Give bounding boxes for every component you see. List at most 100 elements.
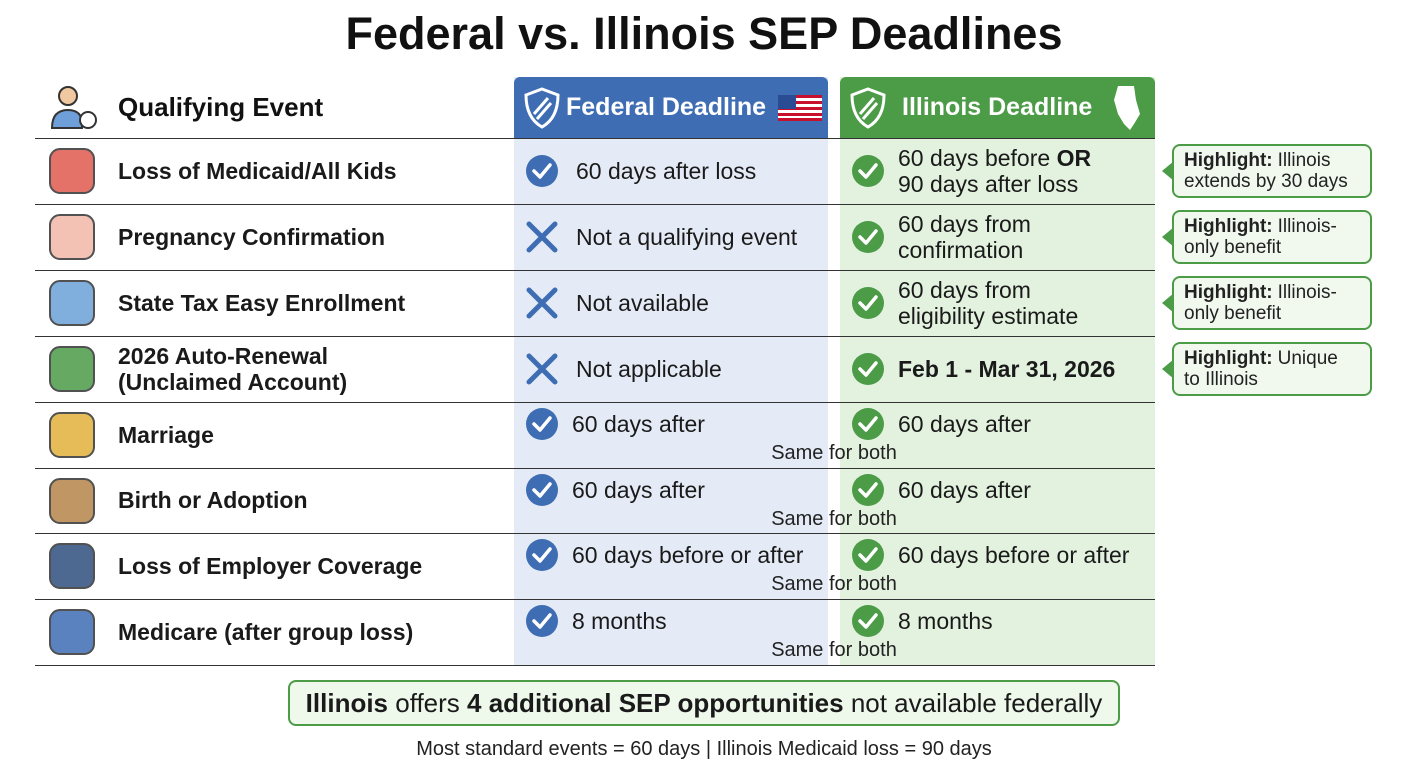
same-note: Same for both — [771, 639, 897, 662]
event-header-icon — [50, 86, 97, 129]
federal-cell: 60 days before or after — [572, 537, 803, 573]
federal-cell: 60 days after — [572, 406, 705, 442]
illinois-cell: 8 months — [898, 603, 993, 639]
event-cell: 2026 Auto-Renewal (Unclaimed Account) — [118, 336, 347, 402]
text-line: to Illinois — [1184, 368, 1258, 390]
shield-icon — [524, 87, 560, 129]
text-line: Not applicable — [576, 355, 722, 382]
illinois-cell: 60 days before OR 90 days after loss — [898, 138, 1091, 204]
event-icon — [49, 279, 95, 326]
check-icon — [852, 352, 884, 385]
event-icon — [49, 345, 95, 392]
check-icon — [852, 539, 884, 572]
text-line: Highlight: Illinois- — [1184, 216, 1360, 237]
federal-cell: Not a qualifying event — [576, 204, 797, 270]
event-cell: Loss of Employer Coverage — [118, 533, 422, 599]
shield-icon — [850, 87, 886, 129]
illinois-cell: Feb 1 - Mar 31, 2026 — [898, 336, 1115, 402]
illinois-map-icon — [1114, 86, 1140, 130]
check-icon — [852, 286, 884, 319]
text-line: 90 days after loss — [898, 170, 1079, 197]
footnote: Most standard events = 60 days | Illinoi… — [416, 738, 992, 760]
check-icon — [852, 220, 884, 253]
event-cell: Loss of Medicaid/All Kids — [118, 138, 397, 204]
event-cell: Birth or Adoption — [118, 468, 308, 534]
rule — [35, 138, 1155, 139]
check-icon — [526, 154, 558, 187]
federal-cell: 60 days after — [572, 472, 705, 508]
federal-header-text: Federal Deadline — [566, 93, 767, 121]
text-line: 2026 Auto-Renewal — [118, 342, 329, 369]
event-icon — [49, 609, 95, 656]
event-icon — [49, 213, 95, 260]
rule — [35, 203, 1155, 205]
text-line: Highlight: Illinois- — [1184, 282, 1360, 303]
highlight-box: Highlight: Illinois-only benefit — [1162, 209, 1372, 264]
text-part: Illinois- — [1277, 215, 1337, 237]
text-line: Loss of Medicaid/All Kids — [118, 157, 397, 184]
check-icon — [526, 605, 558, 638]
rule — [35, 401, 1155, 403]
check-icon — [852, 154, 884, 187]
text-line: only benefit — [1184, 302, 1282, 324]
federal-cell: 8 months — [572, 603, 667, 639]
federal-column — [514, 77, 828, 665]
text-line: 60 days after — [572, 410, 705, 437]
illinois-cell: 60 days from eligibility estimate — [898, 270, 1078, 336]
illinois-cell: 60 days from confirmation — [898, 204, 1031, 270]
text-part: 60 days before — [898, 144, 1057, 171]
rule — [35, 599, 1155, 601]
text-line: 60 days after — [572, 476, 705, 503]
text-line: 60 days after loss — [576, 157, 757, 184]
summary-banner: Illinois offers 4 additional SEP opportu… — [288, 680, 1120, 726]
illinois-cell: 60 days before or after — [898, 537, 1129, 573]
text-part: Feb 1 - Mar 31, 2026 — [898, 355, 1116, 382]
text-line: 60 days from — [898, 210, 1031, 237]
check-icon — [526, 407, 558, 440]
banner-part: not available federally — [843, 687, 1103, 718]
text-line: Highlight: Unique — [1184, 348, 1360, 369]
illinois-header: Illinois Deadline — [840, 77, 1155, 138]
text-line: 8 months — [898, 608, 993, 635]
text-line: 60 days before or after — [898, 542, 1130, 569]
us-flag-icon — [778, 95, 822, 121]
rule — [35, 533, 1155, 535]
same-note: Same for both — [771, 573, 897, 596]
cross-icon — [526, 353, 558, 385]
text-line: 60 days before OR — [898, 145, 1091, 171]
event-icon — [49, 477, 95, 524]
check-icon — [852, 473, 884, 506]
event-icon — [49, 148, 95, 194]
text-line: Medicare (after group loss) — [118, 619, 414, 646]
highlight-box: Highlight: Illinois extends by 30 days — [1162, 144, 1372, 198]
cross-icon — [526, 221, 558, 253]
same-note: Same for both — [771, 441, 897, 464]
same-note: Same for both — [771, 507, 897, 530]
highlight-label: Highlight: — [1184, 150, 1273, 171]
event-header: Qualifying Event — [118, 92, 324, 122]
rule — [35, 467, 1155, 469]
highlight-label: Highlight: — [1184, 215, 1273, 237]
federal-cell: 60 days after loss — [576, 138, 756, 204]
check-icon — [526, 539, 558, 572]
text-line: 60 days after — [898, 476, 1031, 503]
text-line: 60 days from — [898, 276, 1031, 303]
highlight-label: Highlight: — [1184, 347, 1273, 369]
highlight-label: Highlight: — [1184, 281, 1273, 303]
text-line: 60 days after — [898, 410, 1031, 437]
text-line: Loss of Employer Coverage — [118, 553, 423, 580]
title: Federal vs. Illinois SEP Deadlines — [345, 8, 1063, 59]
event-icon — [49, 411, 95, 458]
rule — [35, 335, 1155, 337]
highlight-box: Highlight: Illinois-only benefit — [1162, 275, 1372, 330]
event-cell: Pregnancy Confirmation — [118, 204, 385, 270]
text-part: Illinois — [1277, 150, 1331, 171]
event-cell: State Tax Easy Enrollment — [118, 270, 405, 336]
text-line: Pregnancy Confirmation — [118, 223, 386, 250]
text-line: Marriage — [118, 421, 214, 448]
illinois-column — [840, 77, 1155, 665]
text-line: Not a qualifying event — [576, 223, 798, 250]
rule — [35, 269, 1155, 271]
federal-cell: Not available — [576, 270, 709, 336]
